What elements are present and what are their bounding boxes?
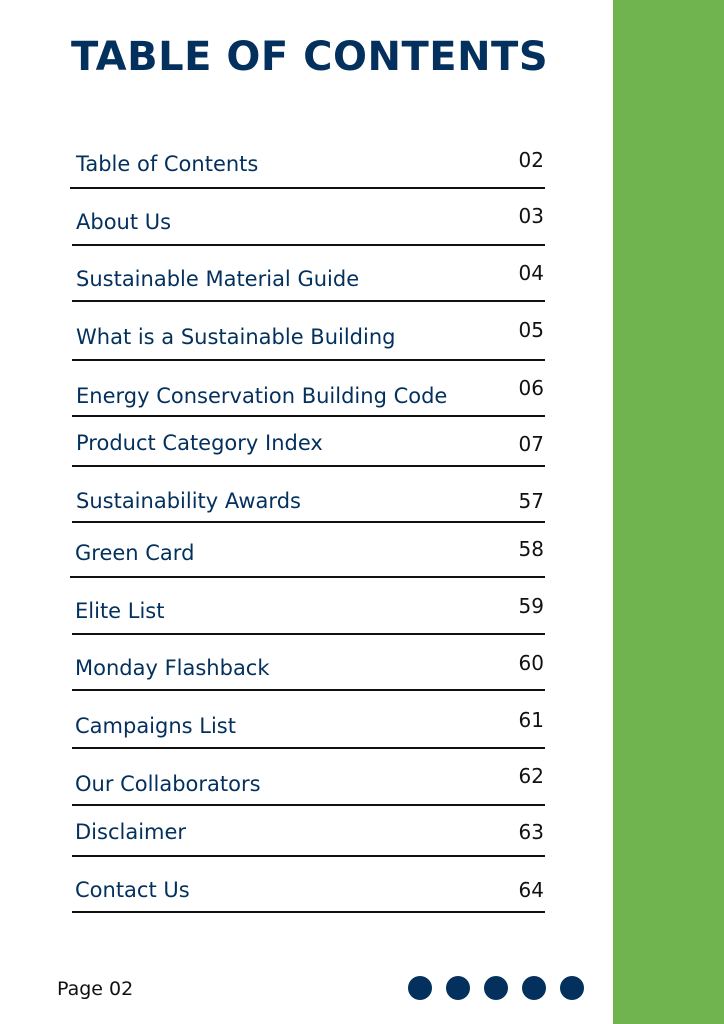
decorative-dot <box>560 976 584 1000</box>
toc-entry-label[interactable]: Green Card <box>75 541 195 565</box>
divider <box>72 465 545 467</box>
toc-entry-label[interactable]: Campaigns List <box>75 714 236 738</box>
toc-entry-label[interactable]: Elite List <box>75 599 165 623</box>
toc-entry-page: 59 <box>518 594 544 618</box>
divider <box>72 855 545 857</box>
toc-entry-label[interactable]: Energy Conservation Building Code <box>76 384 448 408</box>
toc-entry-page: 57 <box>518 489 544 513</box>
divider <box>72 747 545 749</box>
divider <box>70 187 545 189</box>
toc-entry-page: 02 <box>518 148 544 172</box>
toc-entry-page: 05 <box>518 318 544 342</box>
toc-entry-page: 61 <box>518 708 544 732</box>
toc-entry-page: 63 <box>518 820 544 844</box>
toc-entry-page: 60 <box>518 651 544 675</box>
decorative-dot <box>484 976 508 1000</box>
divider <box>72 689 545 691</box>
toc-entry-page: 03 <box>518 204 544 228</box>
divider <box>72 521 545 523</box>
toc-entry-label[interactable]: Monday Flashback <box>75 656 270 680</box>
divider <box>72 804 545 806</box>
green-side-panel <box>613 0 724 1024</box>
toc-entry-page: 64 <box>518 878 544 902</box>
toc-entry-page: 06 <box>518 376 544 400</box>
toc-entry-label[interactable]: Our Collaborators <box>75 772 261 796</box>
toc-entry-page: 62 <box>518 764 544 788</box>
toc-entry-label[interactable]: Contact Us <box>75 878 190 902</box>
divider <box>72 300 545 302</box>
divider <box>70 576 545 578</box>
decorative-dot <box>408 976 432 1000</box>
toc-entry-label[interactable]: About Us <box>76 210 172 234</box>
toc-entry-page: 58 <box>518 537 544 561</box>
toc-entry-label[interactable]: Product Category Index <box>76 431 323 455</box>
toc-entry-label[interactable]: Table of Contents <box>76 152 259 176</box>
divider <box>72 244 545 246</box>
toc-entry-label[interactable]: Disclaimer <box>75 820 187 844</box>
page-title: TABLE OF CONTENTS <box>71 34 549 80</box>
decorative-dot <box>522 976 546 1000</box>
page-number: Page 02 <box>57 978 134 1000</box>
toc-entry-label[interactable]: Sustainability Awards <box>76 489 301 513</box>
toc-entry-page: 04 <box>518 261 544 285</box>
divider <box>72 911 545 913</box>
decorative-dot <box>446 976 470 1000</box>
toc-entry-page: 07 <box>518 432 544 456</box>
divider <box>72 415 545 417</box>
divider <box>72 359 545 361</box>
divider <box>72 633 545 635</box>
toc-entry-label[interactable]: Sustainable Material Guide <box>76 267 360 291</box>
toc-entry-label[interactable]: What is a Sustainable Building <box>76 325 396 349</box>
